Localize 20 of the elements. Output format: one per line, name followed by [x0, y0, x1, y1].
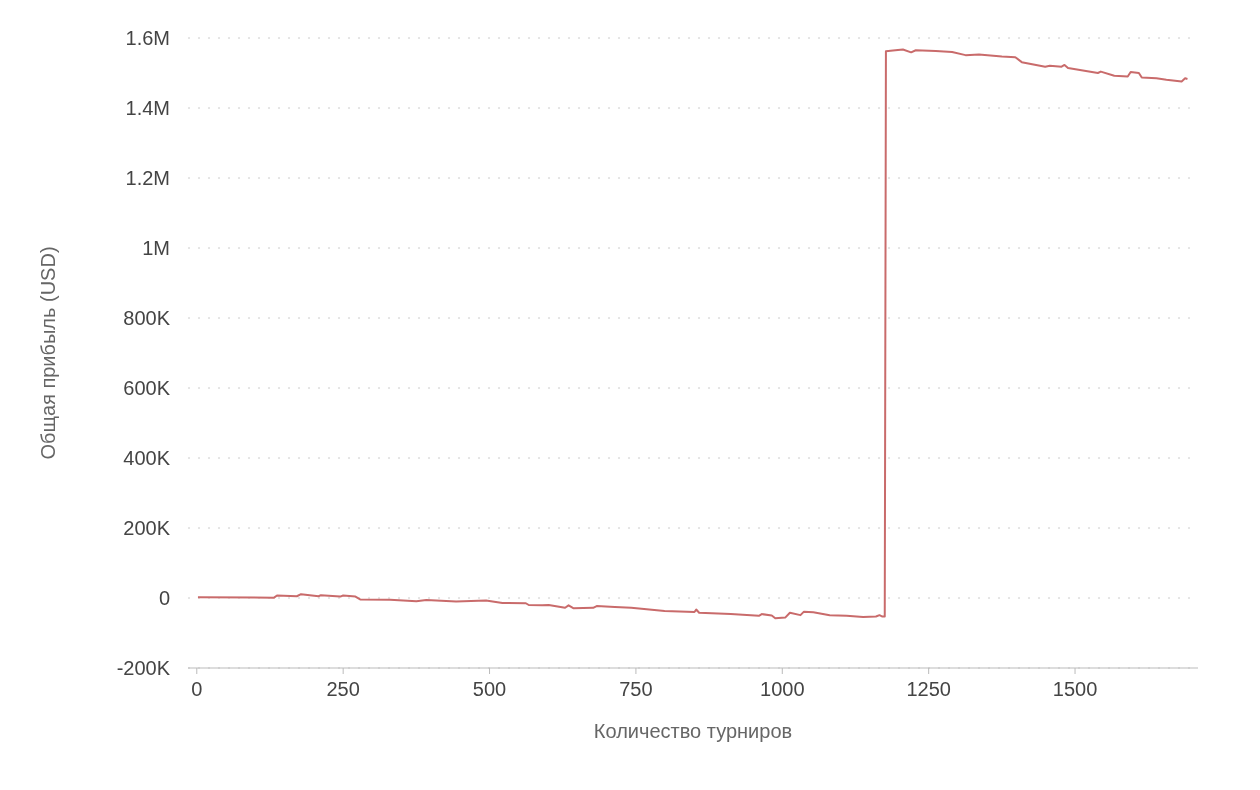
y-tick-label: 0 [158, 587, 170, 610]
x-tick-label: 1500 [1052, 678, 1098, 701]
x-tick-label: 750 [619, 678, 653, 701]
y-axis-title: Общая прибыль (USD) [37, 246, 60, 460]
y-tick-label: 1.6M [125, 27, 170, 50]
y-tick-label: 600K [123, 377, 171, 400]
x-axis-title: Количество турниров [593, 720, 793, 742]
y-tick-label: 1M [142, 237, 170, 260]
y-tick-label: 1.4M [125, 97, 170, 120]
x-tick-label: 0 [191, 678, 203, 701]
x-tick-label: 1250 [906, 678, 951, 701]
y-tick-label: 1.2M [125, 167, 170, 190]
y-tick-label: 400K [123, 447, 171, 470]
y-tick-label: 800K [123, 307, 171, 330]
x-tick-label: 1000 [760, 678, 805, 701]
x-tick-label: 500 [472, 678, 507, 701]
y-tick-label: 200K [123, 517, 171, 540]
line-series [196, 48, 1189, 620]
y-tick-label: -200K [116, 657, 171, 680]
x-tick-label: 250 [326, 678, 360, 701]
